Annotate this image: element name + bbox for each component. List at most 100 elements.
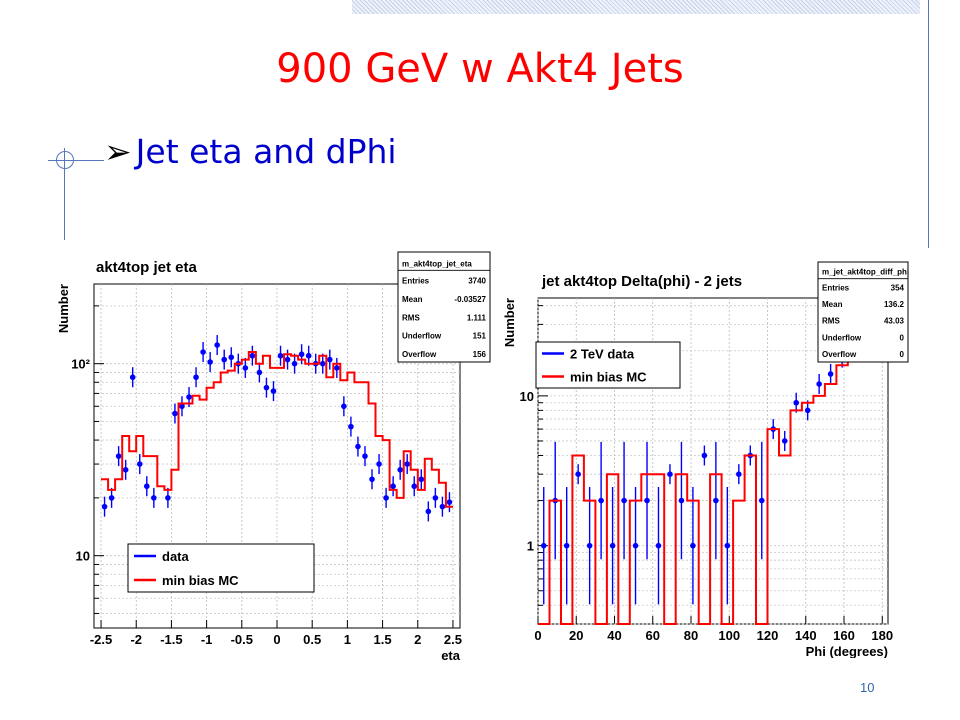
data-point: [151, 495, 157, 501]
x-tick-label: 2.5: [444, 632, 462, 647]
stats-row-label: Underflow: [822, 333, 862, 342]
stats-row-value: 0: [900, 333, 905, 342]
data-point: [129, 374, 136, 381]
data-point: [724, 542, 731, 549]
page-number: 10: [860, 680, 875, 695]
dphi-chart-panel: 0 20 40 60 80 100 120 140 160 180 1 10 jet akt4top D…: [496, 244, 918, 659]
stats-row-value: 354: [891, 283, 905, 292]
x-tick-label: 140: [795, 628, 817, 643]
stats-row-value: 151: [473, 332, 487, 341]
data-point: [781, 438, 788, 444]
data-point: [632, 542, 639, 549]
data-point: [418, 476, 425, 483]
legend-label: data: [162, 549, 190, 564]
stats-row-label: Entries: [822, 283, 850, 292]
data-point: [827, 371, 834, 377]
data-point: [277, 352, 284, 359]
data-point: [298, 351, 305, 358]
data-point: [793, 399, 799, 406]
y-tick-label: 10: [76, 549, 90, 564]
arrow-bullet-icon: ➢: [104, 132, 132, 171]
data-point: [397, 467, 403, 473]
stats-name: m_jet_akt4top_diff_phi: [822, 268, 909, 277]
left-vertical-rule: [64, 148, 65, 248]
data-point: [655, 542, 662, 549]
x-tick-label: 100: [718, 628, 740, 643]
stats-name: m_akt4top_jet_eta: [402, 259, 472, 268]
data-point: [690, 542, 696, 549]
data-point: [362, 453, 368, 459]
data-point: [598, 497, 604, 504]
stats-row-label: Mean: [402, 295, 423, 304]
x-axis-label: Phi (degrees): [806, 644, 888, 658]
data-point: [165, 495, 171, 501]
stats-row-label: Entries: [402, 277, 430, 286]
x-axis-label: eta: [441, 648, 461, 663]
data-point: [341, 403, 347, 410]
data-point: [376, 461, 382, 467]
data-point: [540, 542, 547, 549]
data-point: [701, 452, 708, 459]
x-tick-label: 0.5: [303, 632, 321, 647]
stats-row-label: Overflow: [822, 350, 857, 359]
x-tick-label: 1.5: [374, 632, 392, 647]
x-tick-label: -2: [130, 632, 142, 647]
data-point: [586, 542, 593, 549]
data-point: [816, 381, 822, 387]
mc-step-line: [101, 351, 453, 508]
data-point: [172, 410, 178, 417]
stats-row-label: Underflow: [402, 332, 442, 341]
data-point: [214, 342, 220, 348]
x-tick-label: 20: [569, 628, 583, 643]
legend-label: 2 TeV data: [570, 347, 635, 362]
data-point: [383, 495, 389, 501]
x-tick-label: 40: [607, 628, 621, 643]
data-point: [319, 360, 326, 367]
data-point: [256, 369, 263, 376]
x-tick-label: -0.5: [231, 632, 253, 647]
data-point: [326, 356, 333, 363]
y-tick-label: 1: [527, 539, 534, 554]
data-point: [228, 354, 235, 361]
data-point: [305, 352, 312, 359]
stats-row-label: RMS: [822, 317, 840, 326]
data-point: [242, 365, 249, 371]
y-axis-label: Number: [502, 298, 517, 347]
stats-row-label: RMS: [402, 313, 420, 322]
data-point: [390, 483, 396, 490]
x-tick-label: 0: [273, 632, 280, 647]
right-vertical-rule: [928, 0, 929, 248]
x-tick-label: 180: [871, 628, 893, 643]
data-point: [249, 352, 256, 359]
y-tick-label: 10²: [71, 357, 90, 372]
legend-label: min bias MC: [162, 573, 239, 588]
legend-box: [127, 543, 315, 593]
mc-step-line: [538, 327, 883, 625]
data-point: [446, 499, 453, 505]
data-point: [713, 497, 719, 504]
y-axis-label: Number: [56, 284, 71, 333]
stats-row-label: Mean: [822, 300, 843, 309]
x-tick-label: 80: [684, 628, 698, 643]
x-tick-label: -1: [201, 632, 213, 647]
data-point: [348, 423, 354, 430]
bullet-item: ➢ Jet eta and dPhi: [104, 132, 397, 171]
data-point: [667, 471, 673, 477]
left-horizontal-rule: [48, 160, 104, 161]
data-point: [425, 508, 432, 515]
data-point: [207, 359, 213, 365]
data-point: [143, 483, 150, 490]
x-tick-label: 120: [757, 628, 779, 643]
data-point: [270, 388, 277, 394]
data-point: [355, 443, 361, 450]
top-right-pattern-bar: [352, 0, 920, 14]
x-tick-label: -2.5: [90, 632, 112, 647]
legend-label: min bias MC: [570, 370, 647, 385]
data-point: [411, 483, 418, 490]
data-point: [115, 453, 122, 459]
data-point: [804, 407, 811, 414]
stats-box: [397, 251, 491, 363]
x-tick-label: -1.5: [160, 632, 182, 647]
data-point: [369, 476, 375, 483]
slide-title: 900 GeV w Akt4 Jets: [276, 46, 684, 92]
